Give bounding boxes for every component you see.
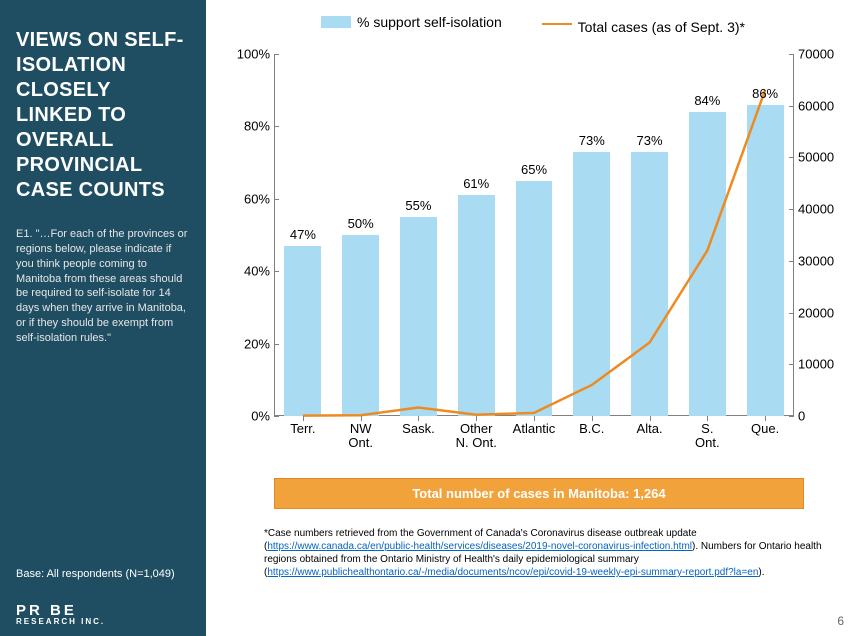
question-text: E1. "…For each of the provinces or regio…	[16, 227, 190, 346]
footnote-link-2[interactable]: https://www.publichealthontario.ca/-/med…	[267, 567, 758, 578]
logo-tag: RESEARCH INC.	[16, 617, 105, 626]
logo: PR BE RESEARCH INC.	[16, 602, 105, 626]
slide-title: VIEWS ON SELF-ISOLATION CLOSELY LINKED T…	[16, 28, 190, 203]
x-tick: B.C.	[579, 422, 604, 436]
footnote-suffix: ).	[758, 567, 764, 578]
bar-label: 65%	[521, 162, 547, 177]
banner-total-cases: Total number of cases in Manitoba: 1,264	[274, 478, 804, 509]
bar-label: 61%	[463, 176, 489, 191]
bar-swatch-icon	[321, 16, 351, 28]
bar-label: 86%	[752, 86, 778, 101]
bar-label: 84%	[694, 93, 720, 108]
x-tick: Que.	[751, 422, 779, 436]
x-tick: Sask.	[402, 422, 435, 436]
bar-label: 73%	[637, 133, 663, 148]
x-tick: Alta.	[637, 422, 663, 436]
y-right-tick: 50000	[798, 150, 834, 165]
y-left-tick: 20%	[244, 336, 270, 351]
y-right-tick: 30000	[798, 253, 834, 268]
legend-line: Total cases (as of Sept. 3)*	[542, 19, 745, 35]
y-right-tick: 70000	[798, 47, 834, 62]
bar-label: 50%	[348, 216, 374, 231]
legend-bar-label: % support self-isolation	[357, 14, 502, 30]
x-tick: S.Ont.	[695, 422, 720, 451]
x-tick: Terr.	[290, 422, 315, 436]
footnote-link-1[interactable]: https://www.canada.ca/en/public-health/s…	[267, 541, 692, 552]
footnote: *Case numbers retrieved from the Governm…	[264, 527, 834, 579]
y-left-tick: 60%	[244, 191, 270, 206]
page-number: 6	[837, 614, 844, 628]
x-tick: Atlantic	[513, 422, 556, 436]
bar-label: 47%	[290, 227, 316, 242]
y-axis-right: 010000200003000040000500006000070000	[794, 54, 844, 416]
y-right-tick: 60000	[798, 98, 834, 113]
y-left-tick: 0%	[251, 409, 270, 424]
y-left-tick: 40%	[244, 264, 270, 279]
y-right-tick: 40000	[798, 202, 834, 217]
line-series	[274, 54, 794, 416]
sidebar: VIEWS ON SELF-ISOLATION CLOSELY LINKED T…	[0, 0, 206, 636]
y-right-tick: 0	[798, 409, 805, 424]
bar-label: 55%	[405, 198, 431, 213]
legend-bar: % support self-isolation	[321, 14, 502, 30]
y-right-tick: 10000	[798, 357, 834, 372]
chart: % support self-isolation Total cases (as…	[228, 18, 838, 438]
base-text: Base: All respondents (N=1,049)	[16, 568, 175, 580]
y-axis-left: 0%20%40%60%80%100%	[228, 54, 274, 416]
y-right-tick: 20000	[798, 305, 834, 320]
legend: % support self-isolation Total cases (as…	[228, 14, 838, 35]
y-left-tick: 80%	[244, 119, 270, 134]
x-axis: Terr. NWOnt. Sask. OtherN. Ont. Atlantic B.C.…	[274, 416, 794, 460]
bar-label: 73%	[579, 133, 605, 148]
plot-area: 47% 50% 55% 61% 65% 73% 73% 84% 86%	[274, 54, 794, 416]
x-tick: NWOnt.	[348, 422, 373, 451]
legend-line-label: Total cases (as of Sept. 3)*	[578, 19, 745, 35]
y-left-tick: 100%	[237, 47, 270, 62]
x-tick: OtherN. Ont.	[456, 422, 497, 451]
line-swatch-icon	[542, 23, 572, 25]
main-content: % support self-isolation Total cases (as…	[206, 0, 858, 636]
